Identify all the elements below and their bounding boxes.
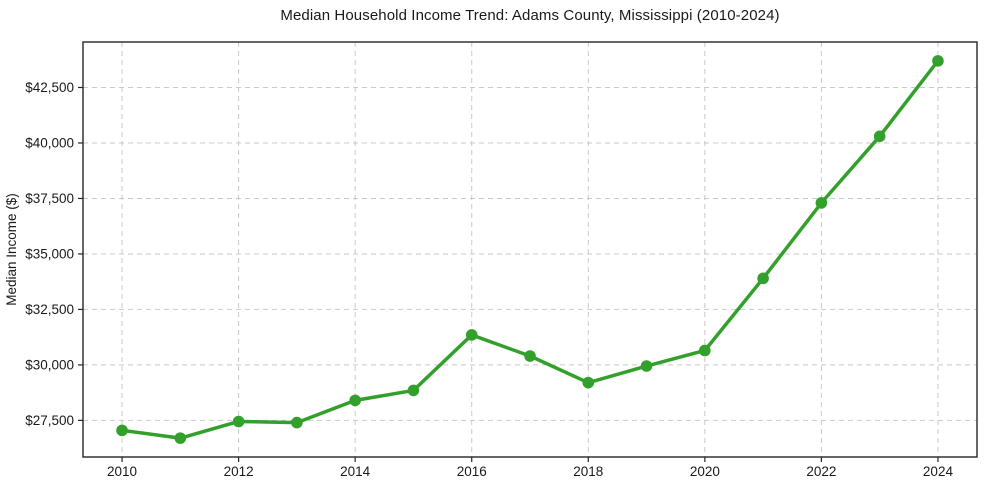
data-point xyxy=(232,415,245,428)
trend-line xyxy=(120,59,940,440)
y-axis-label: Median Income ($) xyxy=(4,193,19,306)
data-point xyxy=(407,384,420,397)
y-tick-label: $35,000 xyxy=(25,246,74,261)
data-point xyxy=(174,432,187,444)
x-tick-label: 2024 xyxy=(923,464,954,479)
chart-title: Median Household Income Trend: Adams Cou… xyxy=(280,7,780,24)
data-point xyxy=(699,344,711,357)
data-point xyxy=(291,416,303,429)
plot-border xyxy=(82,41,978,458)
x-tick-label: 2018 xyxy=(573,464,603,479)
x-tick-label: 2010 xyxy=(107,464,137,479)
x-tick-label: 2012 xyxy=(224,464,254,479)
data-point xyxy=(465,329,478,341)
x-tick-label: 2016 xyxy=(457,464,487,479)
y-tick-label: $30,000 xyxy=(25,357,74,372)
data-point xyxy=(524,350,536,362)
data-point xyxy=(582,376,595,389)
data-point xyxy=(932,55,944,67)
x-tick-label: 2014 xyxy=(340,464,371,479)
data-point xyxy=(815,197,828,209)
x-tick-label: 2020 xyxy=(690,464,720,479)
y-tick-label: $37,500 xyxy=(25,191,74,206)
x-tick-label: 2022 xyxy=(806,464,836,479)
data-point xyxy=(349,394,361,407)
y-tick-label: $42,500 xyxy=(25,80,74,95)
data-point xyxy=(873,130,886,143)
y-tick-label: $27,500 xyxy=(25,413,74,428)
data-point xyxy=(757,272,769,285)
data-point xyxy=(116,424,128,437)
data-point xyxy=(640,360,653,372)
y-tick-label: $32,500 xyxy=(25,302,74,317)
y-tick-label: $40,000 xyxy=(25,135,74,150)
